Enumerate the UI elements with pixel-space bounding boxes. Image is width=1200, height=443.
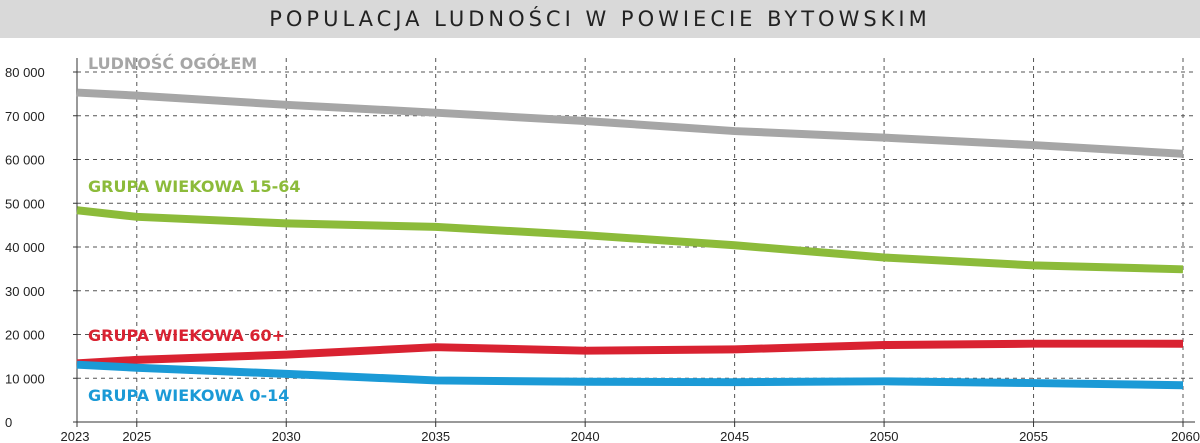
grid-lines — [77, 58, 1195, 422]
y-tick-label: 80 000 — [5, 65, 45, 80]
x-tick-label: 2035 — [421, 429, 450, 443]
y-axis-ticks: 0 10 000 20 000 30 000 40 000 50 000 60 000 70 … — [5, 65, 77, 430]
x-tick-label: 2060 — [1171, 429, 1200, 443]
x-tick-label: 2040 — [571, 429, 600, 443]
x-tick-label: 2030 — [272, 429, 301, 443]
series-line-4 — [76, 360, 1184, 390]
y-tick-label: 60 000 — [5, 153, 45, 168]
y-tick-label: 50 000 — [5, 196, 45, 211]
chart-title: POPULACJA LUDNOŚCI W POWIECIE BYTOWSKIM — [269, 7, 931, 31]
y-tick-label: 20 000 — [5, 328, 45, 343]
chart-title-bar: POPULACJA LUDNOŚCI W POWIECIE BYTOWSKIM — [0, 0, 1200, 38]
y-tick-label: 30 000 — [5, 284, 45, 299]
series-line-3 — [76, 339, 1183, 368]
x-tick-label: 2025 — [122, 429, 151, 443]
series-label-2: GRUPA WIEKOWA 15-64 — [88, 177, 301, 196]
y-tick-label: 10 000 — [5, 371, 45, 386]
x-tick-label: 2055 — [1019, 429, 1048, 443]
x-tick-label: 2045 — [720, 429, 749, 443]
series-label-4: GRUPA WIEKOWA 0-14 — [88, 386, 289, 405]
x-axis-ticks: 2023 2025 2030 2035 2040 2045 2050 2055 2060 — [61, 422, 1200, 443]
series-label-3: GRUPA WIEKOWA 60+ — [88, 326, 285, 345]
series-label-1: LUDNOŚĆ OGÓŁEM — [88, 54, 257, 73]
series-lines — [76, 88, 1184, 390]
series-labels: LUDNOŚĆ OGÓŁEM GRUPA WIEKOWA 15-64 GRUPA W… — [88, 54, 301, 405]
series-line-1 — [76, 88, 1184, 158]
x-tick-label: 2050 — [870, 429, 899, 443]
series-line-2 — [76, 206, 1184, 274]
y-tick-label: 0 — [5, 415, 12, 430]
x-tick-label: 2023 — [61, 429, 90, 443]
y-tick-label: 40 000 — [5, 240, 45, 255]
y-tick-label: 70 000 — [5, 109, 45, 124]
